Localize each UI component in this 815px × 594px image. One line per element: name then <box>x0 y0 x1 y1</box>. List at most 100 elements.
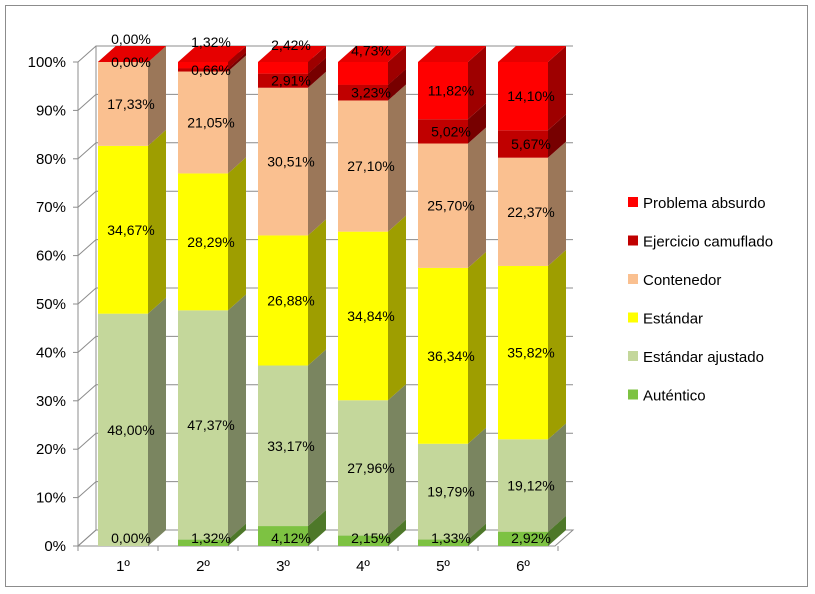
data-label: 25,70% <box>427 198 474 214</box>
data-label: 0,00% <box>111 54 151 70</box>
bar-front <box>498 130 548 158</box>
bar-side <box>148 46 166 146</box>
bar-side <box>548 249 566 440</box>
x-tick-label: 5º <box>436 558 450 575</box>
data-label: 48,00% <box>107 422 154 438</box>
x-tick-label: 6º <box>516 558 530 575</box>
data-label: 22,37% <box>507 204 554 220</box>
x-tick-label: 3º <box>276 558 290 575</box>
bar-segment <box>418 427 486 540</box>
bar-side <box>228 157 246 311</box>
bar-front <box>178 310 228 540</box>
bar-segment <box>418 127 486 268</box>
bar-side <box>228 523 246 546</box>
bar-segment <box>498 423 566 532</box>
data-label: 3,23% <box>351 85 391 101</box>
bar-side <box>468 46 486 120</box>
y-tick-label: 20% <box>36 441 66 458</box>
bar-side <box>228 45 246 69</box>
bar-front <box>258 526 308 546</box>
gridline <box>77 93 573 111</box>
bar-side <box>468 127 486 268</box>
y-tick-label: 70% <box>36 199 66 216</box>
bar-front <box>178 173 228 311</box>
bar-top <box>98 46 166 62</box>
bar-side <box>148 129 166 314</box>
bar-segment <box>418 103 486 144</box>
legend-swatch <box>628 389 638 400</box>
bar-segment <box>338 384 406 536</box>
bar-segment <box>98 297 166 546</box>
bar-front <box>178 539 228 546</box>
bar-front <box>338 231 388 401</box>
bar-segment <box>178 157 246 311</box>
bar-front <box>498 265 548 440</box>
bar-segment <box>258 71 326 236</box>
bar-side <box>148 297 166 546</box>
bar-front <box>98 313 148 546</box>
bar-side <box>228 294 246 540</box>
bar-front <box>418 443 468 540</box>
bar-segment <box>258 510 326 546</box>
data-labels: 0,00% 48,00% 34,67% 17,33% 0,00% 0,00% 1,32% 47… <box>107 31 554 546</box>
bar-front <box>178 61 228 69</box>
gridline <box>77 481 573 498</box>
data-label: 27,96% <box>347 460 394 476</box>
legend-item: Estándar ajustado <box>628 349 764 366</box>
y-tick-label: 90% <box>36 102 66 119</box>
bar-segment <box>258 45 326 74</box>
gridline <box>77 529 573 547</box>
bar-top <box>498 46 566 62</box>
gridline <box>77 239 573 256</box>
data-label: 1,32% <box>191 530 231 546</box>
legend-label: Ejercicio camuflado <box>643 234 773 251</box>
bars <box>98 45 566 546</box>
bar-front <box>98 62 148 146</box>
data-label: 21,05% <box>187 114 234 130</box>
data-label: 26,88% <box>267 292 314 308</box>
bar-front <box>338 400 388 536</box>
bar-side <box>388 384 406 536</box>
data-label: 30,51% <box>267 154 314 170</box>
bar-side <box>548 423 566 532</box>
bar-side <box>228 55 246 174</box>
bar-side <box>548 141 566 266</box>
legend-item: Problema absurdo <box>628 195 766 212</box>
data-label: 34,67% <box>107 222 154 238</box>
bar-front <box>338 100 388 232</box>
legend-swatch <box>628 197 638 207</box>
bar-segment <box>498 114 566 158</box>
bar-front <box>258 365 308 527</box>
data-label: 19,79% <box>427 484 474 500</box>
legend: Problema absurdo Ejercicio camuflado Conte… <box>628 195 773 405</box>
bar-front <box>418 62 468 120</box>
bar-segment <box>498 249 566 440</box>
bar-segment <box>338 84 406 232</box>
legend-item: Contenedor <box>628 272 721 289</box>
bar-front <box>178 71 228 174</box>
bar-side <box>308 71 326 236</box>
y-tick-label: 0% <box>44 538 66 555</box>
data-label: 36,34% <box>427 348 474 364</box>
y-tick-label: 50% <box>36 296 66 313</box>
gridline <box>77 142 573 160</box>
data-label: 5,67% <box>511 136 551 152</box>
bar-side <box>388 215 406 401</box>
gridline <box>77 335 573 353</box>
gridline <box>77 384 573 402</box>
bar-segment <box>178 45 246 69</box>
bar-segment <box>258 219 326 366</box>
bar-segment <box>498 141 566 266</box>
legend-label: Problema absurdo <box>643 195 766 212</box>
bar-side <box>388 519 406 546</box>
bar-front <box>338 84 388 101</box>
bar-segment <box>178 55 246 174</box>
data-label: 33,17% <box>267 438 314 454</box>
legend-swatch <box>628 312 638 323</box>
data-label: 1,33% <box>431 530 471 546</box>
x-tick-label: 2º <box>196 558 210 575</box>
y-tick-label: 30% <box>36 393 66 410</box>
bar-top <box>338 45 406 62</box>
bar-side <box>308 45 326 74</box>
bar-front <box>418 143 468 268</box>
